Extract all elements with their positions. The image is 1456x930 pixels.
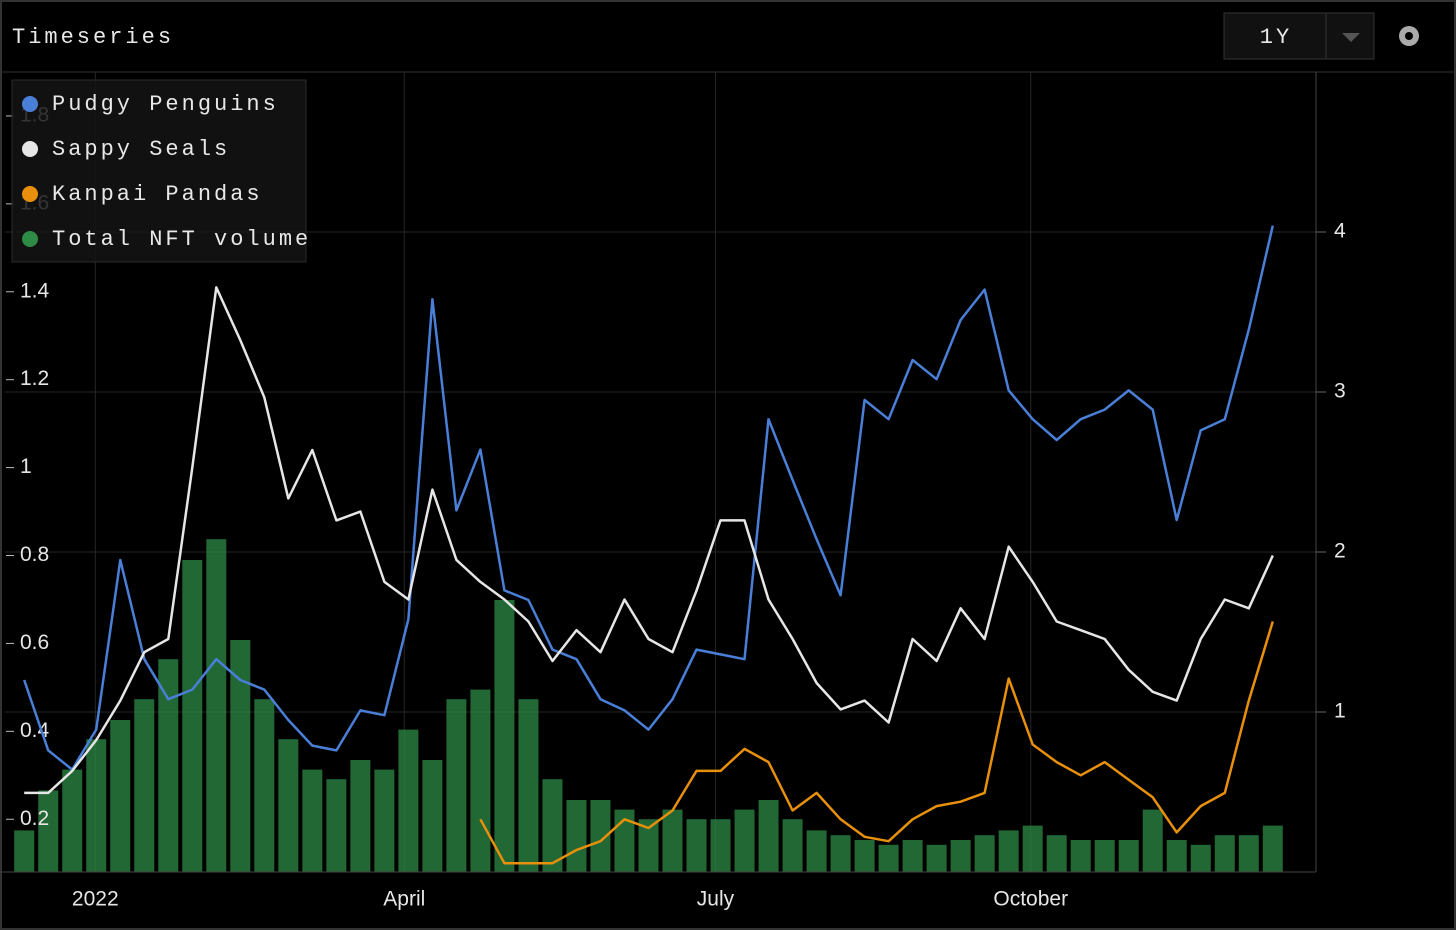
volume-bar [374,769,395,872]
volume-bar [638,819,659,872]
volume-bar [1094,840,1115,872]
volume-bar [1118,840,1139,872]
x-tick-label: October [993,888,1068,911]
series-line [23,225,1275,771]
volume-bar [542,779,563,872]
legend: Pudgy Penguins Sappy Seals Kanpai Pandas To… [11,79,311,263]
y2-tick-label: 4 [1334,220,1346,243]
legend-marker [22,96,38,112]
volume-bar [686,819,707,872]
volume-bar [398,729,419,872]
volume-bar [1214,835,1235,872]
y2-tick-label: 3 [1334,380,1346,403]
range-label[interactable]: 1Y [1260,25,1292,50]
widget-title: Timeseries [12,25,174,50]
volume-bar [158,659,179,872]
y-tick-label: 0.6 [20,631,49,654]
volume-bar [62,769,83,872]
volume-bar [254,699,275,872]
legend-label: Sappy Seals [52,137,230,162]
plot: 2022 April July October12340.20.40.60.811.2… [5,72,1346,911]
gear-hole [1405,32,1413,40]
volume-bar [182,560,203,872]
volume-bar [902,840,923,872]
volume-bar [782,819,803,872]
y-tick-label: 0.8 [20,543,49,566]
volume-bar [518,699,539,872]
legend-marker [22,231,38,247]
volume-bar [662,809,683,872]
volume-bar [326,779,347,872]
x-tick-label: July [697,888,735,911]
settings-icon[interactable] [1399,26,1419,46]
volume-bar [14,830,35,872]
legend-marker [22,186,38,202]
volume-bar [590,800,611,872]
volume-bar [734,809,755,872]
volume-bar [206,539,227,872]
volume-bar [1262,825,1283,872]
volume-bar [1022,825,1043,872]
volume-bar [38,790,59,872]
volume-bar [1070,840,1091,872]
volume-bar [566,800,587,872]
y2-tick-label: 1 [1334,700,1346,723]
volume-bar [86,739,107,872]
legend-label: Kanpai Pandas [52,182,263,207]
volume-bar [278,739,299,872]
volume-bar [470,689,491,872]
series-line [24,286,1274,795]
y-tick-label: 1.4 [20,279,50,302]
x-tick-label: April [383,888,425,911]
volume-bar [1166,840,1187,872]
y-tick-label: 0.2 [20,807,49,830]
volume-bar [494,600,515,872]
volume-bar [854,840,875,872]
volume-bar [302,769,323,872]
legend-box [11,79,307,263]
x-tick-label: 2022 [72,888,119,911]
volume-bar [926,844,947,872]
volume-bar [878,844,899,872]
volume-bar [998,830,1019,872]
dropdown-arrow[interactable] [1342,33,1360,42]
volume-bar [1046,835,1067,872]
volume-bar [758,800,779,872]
volume-bar [1142,809,1163,872]
y2-tick-label: 2 [1334,540,1346,563]
volume-bar [350,760,371,872]
volume-bar [1190,844,1211,872]
volume-bar [422,760,443,872]
y-tick-label: 1 [20,455,32,478]
legend-marker [22,141,38,157]
volume-bar [230,640,251,872]
volume-bar [950,840,971,872]
series-line [479,621,1274,865]
volume-bar [974,835,995,872]
volume-bar [110,720,131,872]
legend-label: Pudgy Penguins [52,92,279,117]
volume-bar [1238,835,1259,872]
legend-label: Total NFT volume [52,227,311,252]
volume-bar [830,835,851,872]
volume-bar [710,819,731,872]
volume-bar [134,699,155,872]
y-tick-label: 1.2 [20,367,49,390]
volume-bar [806,830,827,872]
volume-bar [446,699,467,872]
